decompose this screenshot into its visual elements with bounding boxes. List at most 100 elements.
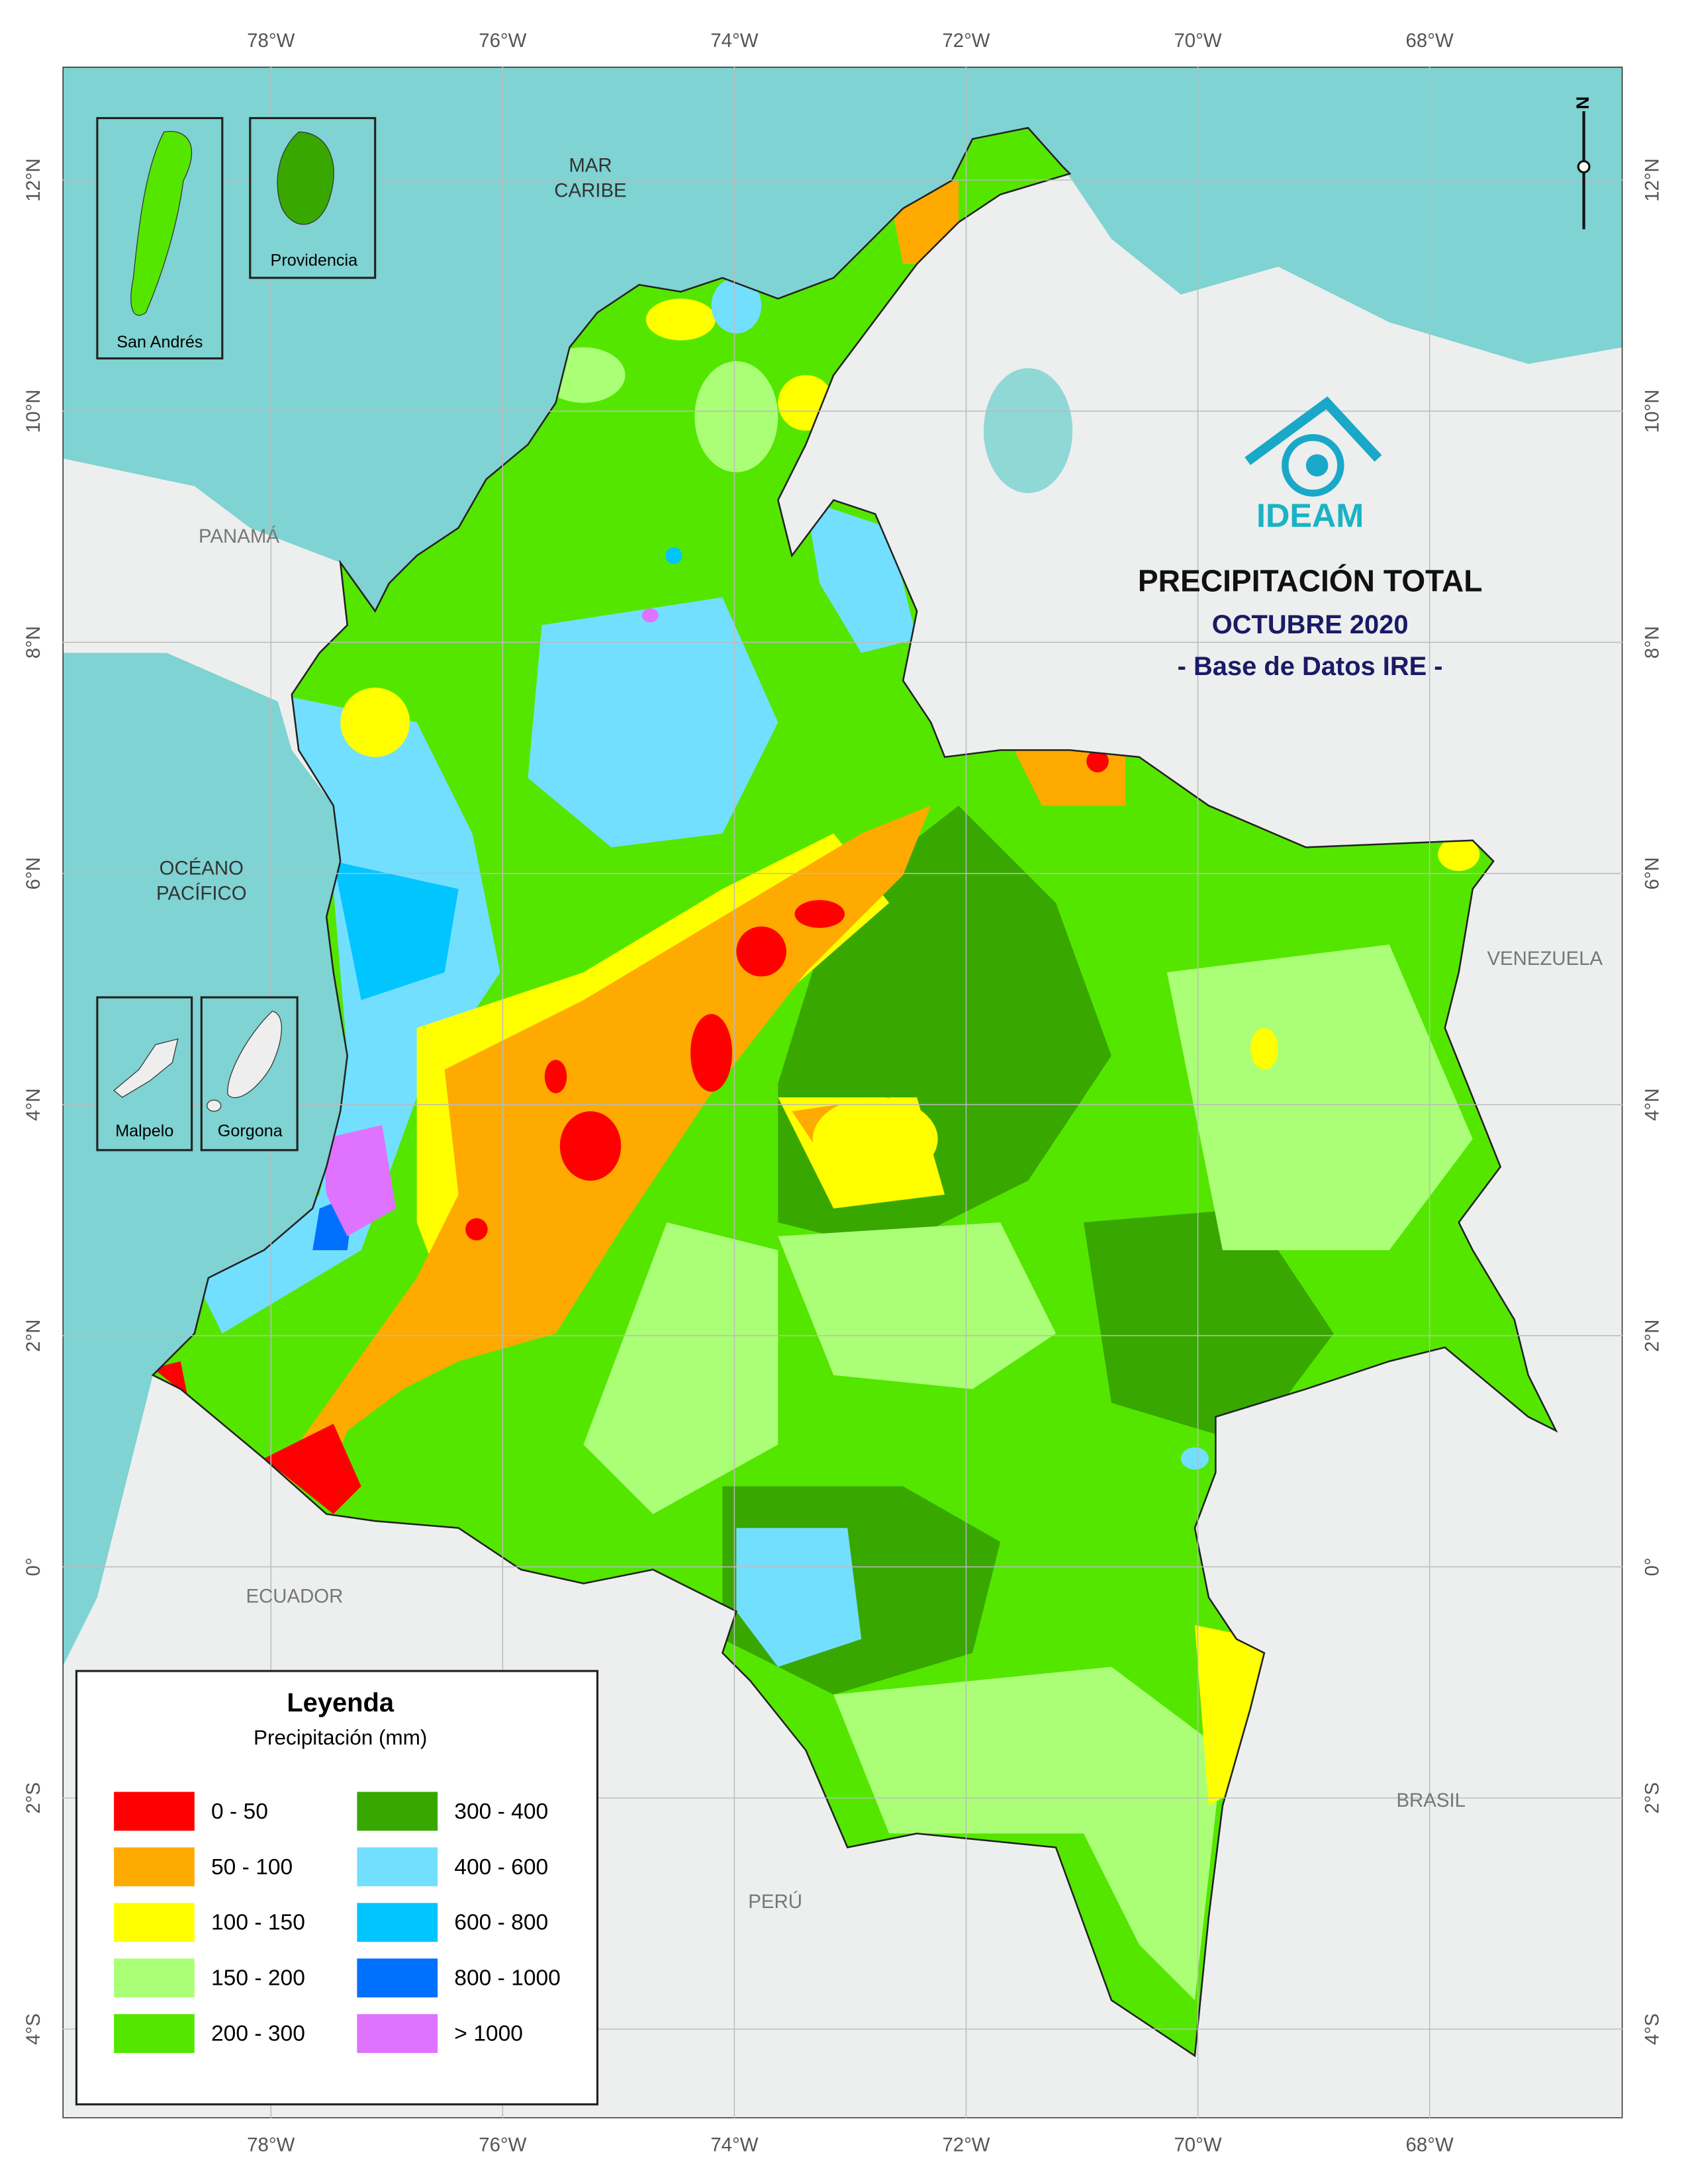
y-tick-label: 12°N — [1641, 158, 1663, 202]
legend-label: 800 - 1000 — [454, 1966, 561, 1991]
legend-swatch — [114, 1847, 195, 1887]
island — [113, 1038, 179, 1098]
legend-swatch — [357, 1847, 438, 1887]
inset-label: Providencia — [271, 251, 358, 269]
precip-zone — [690, 1014, 733, 1092]
caribbean-sea — [62, 66, 1623, 612]
y-tick-label: 2°S — [1641, 1782, 1663, 1814]
legend-label: 50 - 100 — [211, 1855, 293, 1880]
y-tick-label: 12°N — [23, 158, 44, 202]
y-tick-label: 4°N — [1641, 1088, 1663, 1120]
place-label: OCÉANO — [160, 858, 244, 880]
lake-maracaibo — [983, 368, 1073, 494]
x-tick-label: 70°W — [1174, 2134, 1221, 2156]
legend-swatch — [357, 1903, 438, 1942]
precip-zones — [152, 180, 1480, 2001]
x-tick-label: 76°W — [479, 2134, 526, 2156]
place-label: PANAMÁ — [199, 525, 279, 547]
place-label: PERÚ — [748, 1891, 802, 1913]
precip-zone — [778, 1222, 1056, 1389]
precip-zone — [645, 298, 716, 341]
y-tick-label: 4°S — [1641, 2013, 1663, 2045]
place-label: BRASIL — [1396, 1790, 1466, 1811]
inset-san-andres: San Andrés — [96, 116, 224, 360]
place-label: MAR — [569, 155, 612, 177]
logo: IDEAM — [1244, 396, 1382, 534]
place-label: PACÍFICO — [156, 882, 247, 904]
island — [130, 130, 193, 316]
island — [207, 1099, 222, 1112]
x-tick-label: 76°W — [479, 30, 526, 52]
precip-zone — [544, 1060, 567, 1093]
legend: Leyenda Precipitación (mm) 0 - 50 50 - 10… — [75, 1670, 599, 2106]
y-tick-label: 0° — [1641, 1557, 1663, 1576]
precip-zone — [694, 361, 778, 473]
legend-label: 600 - 800 — [454, 1911, 548, 1935]
logo-roof — [1244, 396, 1382, 465]
precip-zone — [794, 900, 845, 929]
legend-swatch — [114, 1903, 195, 1942]
precip-zone — [833, 1666, 1223, 2001]
north-arrow-center — [1577, 159, 1591, 173]
precip-zone — [1250, 1028, 1278, 1070]
y-tick-label: 10°N — [23, 389, 44, 433]
precip-zone — [1086, 750, 1109, 772]
logo-text: IDEAM — [1256, 496, 1364, 534]
precip-zone — [1166, 944, 1473, 1250]
precip-zone — [559, 1111, 622, 1181]
map-frame — [62, 66, 1623, 2118]
legend-label: 400 - 600 — [454, 1855, 548, 1880]
inset-label: Gorgona — [218, 1122, 283, 1140]
x-tick-label: 68°W — [1406, 30, 1454, 52]
precip-zone — [263, 1424, 361, 1514]
precip-zone — [528, 597, 778, 848]
legend-swatch — [357, 1792, 438, 1831]
logo-eye — [1305, 454, 1329, 477]
legend-label: > 1000 — [454, 2022, 523, 2046]
map-subtitle: OCTUBRE 2020 — [1212, 610, 1409, 639]
y-tick-label: 2°S — [23, 1782, 44, 1814]
legend-swatch — [114, 2014, 195, 2054]
precip-zone — [1438, 837, 1480, 871]
inset-providencia: Providencia — [249, 116, 377, 279]
inset-label: San Andrés — [117, 333, 203, 351]
precip-zone — [641, 608, 659, 623]
legend-label: 0 - 50 — [211, 1799, 268, 1824]
precip-zone — [322, 1125, 397, 1236]
map-title: PRECIPITACIÓN TOTAL — [1138, 564, 1483, 598]
place-label: VENEZUELA — [1487, 948, 1603, 970]
logo-swirl — [1282, 433, 1344, 497]
precip-zone — [583, 1222, 778, 1514]
x-tick-label: 70°W — [1174, 30, 1221, 52]
x-tick-label: 74°W — [710, 2134, 758, 2156]
north-label: N — [1572, 97, 1593, 110]
place-label: CARIBE — [554, 179, 626, 201]
y-tick-label: 6°N — [23, 857, 44, 889]
y-tick-label: 8°N — [1641, 626, 1663, 659]
precip-zone — [1180, 1447, 1209, 1470]
place-label: ECUADOR — [246, 1585, 343, 1607]
y-tick-label: 4°S — [23, 2013, 44, 2045]
island — [227, 1011, 282, 1099]
legend-swatch — [114, 1792, 195, 1831]
north-arrow: N — [1572, 97, 1593, 230]
tick-labels: 78°W 78°W 76°W 76°W 74°W 74°W 72°W 72°W 70°W 70°W… — [23, 30, 1663, 2156]
legend-label: 100 - 150 — [211, 1911, 305, 1935]
x-tick-label: 68°W — [1406, 2134, 1454, 2156]
precip-zone — [711, 277, 762, 334]
precip-zone — [812, 1097, 938, 1181]
y-tick-label: 2°N — [23, 1320, 44, 1352]
inset-malpelo: Malpelo — [96, 996, 193, 1152]
y-tick-label: 8°N — [23, 626, 44, 659]
legend-label: 150 - 200 — [211, 1966, 305, 1991]
legend-label: 300 - 400 — [454, 1799, 548, 1824]
x-tick-label: 72°W — [942, 2134, 990, 2156]
y-tick-label: 0° — [23, 1557, 44, 1576]
graticule — [62, 66, 1623, 2118]
precip-zone — [665, 547, 682, 565]
precip-zone — [333, 861, 459, 1001]
legend-title: Leyenda — [287, 1688, 395, 1717]
y-tick-label: 4°N — [23, 1088, 44, 1120]
precip-zone — [736, 926, 786, 977]
